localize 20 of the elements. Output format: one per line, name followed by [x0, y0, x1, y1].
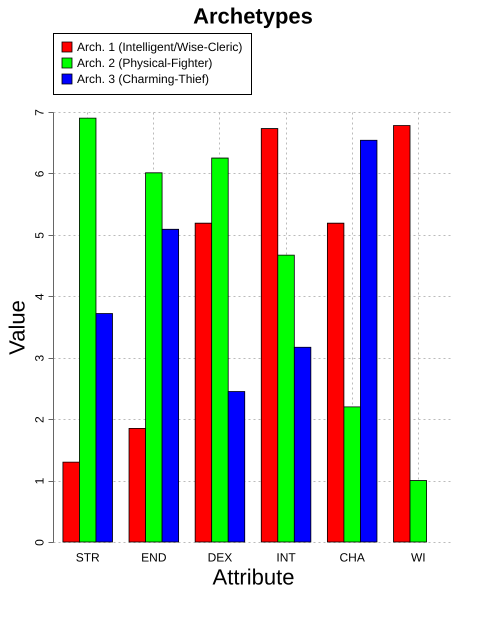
- x-tick-label: DEX: [208, 550, 232, 564]
- y-tick-label: 3: [32, 354, 46, 362]
- x-tick-label: END: [141, 550, 167, 564]
- legend-label: Arch. 2 (Physical-Fighter): [77, 56, 212, 70]
- y-tick-label: 2: [32, 416, 46, 423]
- x-tick-label: INT: [276, 550, 296, 564]
- y-axis-title: Value: [4, 300, 30, 355]
- x-tick-label: WI: [410, 550, 426, 564]
- chart-title: Archetypes: [193, 4, 313, 28]
- y-tick-label: 4: [32, 293, 46, 300]
- x-axis-title: Attribute: [212, 564, 294, 590]
- legend-label: Arch. 1 (Intelligent/Wise-Cleric): [77, 40, 242, 54]
- x-tick-label: STR: [76, 550, 100, 564]
- y-tick-label: 7: [32, 108, 46, 116]
- y-tick-label: 1: [32, 477, 46, 484]
- y-tick-label: 6: [32, 170, 46, 178]
- legend-label: Arch. 3 (Charming-Thief): [77, 72, 210, 86]
- x-tick-label: CHA: [340, 550, 365, 564]
- y-tick-label: 5: [32, 232, 46, 239]
- y-tick-label: 0: [32, 538, 46, 546]
